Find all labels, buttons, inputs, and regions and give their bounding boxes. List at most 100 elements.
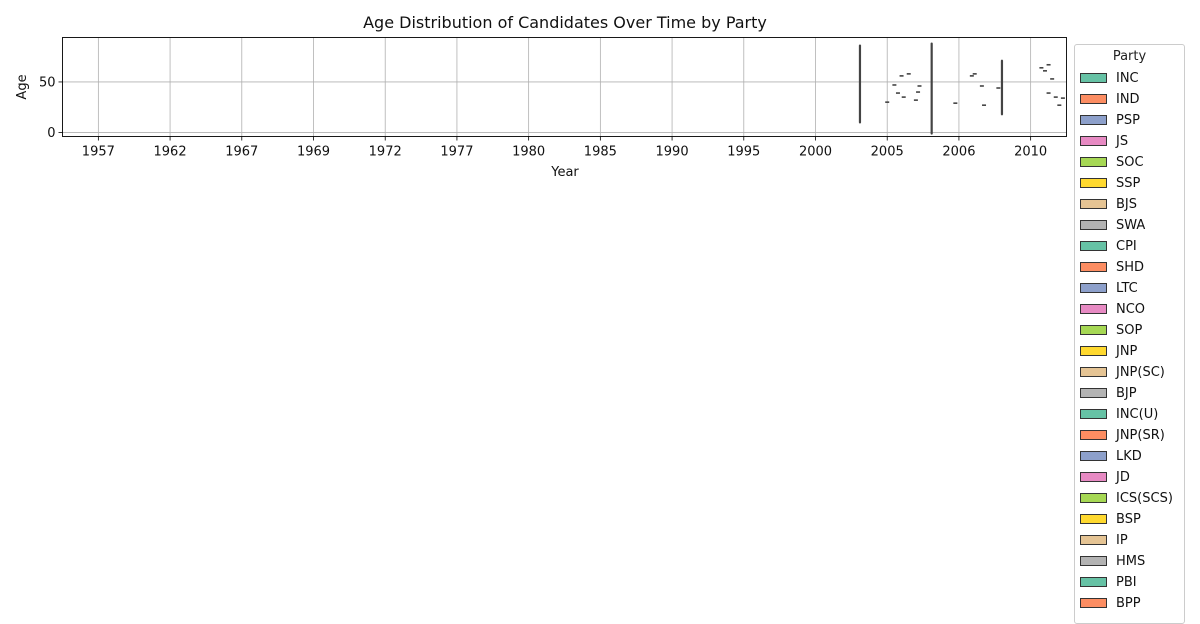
- legend-item: JNP(SC): [1080, 364, 1165, 380]
- x-tick-label: 1969: [297, 145, 330, 160]
- legend-item: IP: [1080, 532, 1128, 548]
- legend-item: BPP: [1080, 595, 1141, 611]
- legend-swatch: [1080, 535, 1107, 545]
- legend-item: LKD: [1080, 448, 1142, 464]
- legend-swatch: [1080, 325, 1107, 335]
- x-tick-label: 1990: [656, 145, 689, 160]
- y-gridlines: [62, 81, 1067, 133]
- legend-item: SWA: [1080, 217, 1145, 233]
- legend-item: IND: [1080, 91, 1140, 107]
- x-tick-label: 1967: [225, 145, 258, 160]
- legend-label: NCO: [1116, 301, 1146, 317]
- legend-label: JNP(SC): [1116, 364, 1165, 380]
- legend-label: JNP(SR): [1116, 427, 1165, 443]
- legend-label: SHD: [1116, 259, 1145, 275]
- legend-swatch: [1080, 199, 1107, 209]
- x-tick-label: 1980: [512, 145, 545, 160]
- legend-item: JNP(SR): [1080, 427, 1165, 443]
- legend-item: HMS: [1080, 553, 1145, 569]
- legend-label: SOP: [1116, 322, 1143, 338]
- y-tick-label: 0: [47, 126, 55, 141]
- legend-item: SSP: [1080, 175, 1140, 191]
- legend-label: PSP: [1116, 112, 1140, 128]
- legend-label: LTC: [1116, 280, 1138, 296]
- legend-item: INC(U): [1080, 406, 1158, 422]
- legend-label: CPI: [1116, 238, 1137, 254]
- legend-swatch: [1080, 577, 1107, 587]
- x-tick-label: 1972: [369, 145, 402, 160]
- legend-item: ICS(SCS): [1080, 490, 1173, 506]
- legend-item: JNP: [1080, 343, 1137, 359]
- legend-swatch: [1080, 346, 1107, 356]
- legend-label: LKD: [1116, 448, 1142, 464]
- legend-swatch: [1080, 283, 1107, 293]
- legend-item: CPI: [1080, 238, 1137, 254]
- legend-swatch: [1080, 409, 1107, 419]
- legend-label: SWA: [1116, 217, 1146, 233]
- legend-swatch: [1080, 430, 1107, 440]
- legend-swatch: [1080, 178, 1107, 188]
- x-tick-label: 2005: [871, 145, 904, 160]
- legend-swatch: [1080, 367, 1107, 377]
- legend-swatch: [1080, 136, 1107, 146]
- legend-swatch: [1080, 514, 1107, 524]
- x-tick-label: 1995: [727, 145, 760, 160]
- legend-label: SOC: [1116, 154, 1144, 170]
- x-tick-label: 1957: [82, 145, 115, 160]
- legend-item: NCO: [1080, 301, 1145, 317]
- legend-label: BJP: [1116, 385, 1137, 401]
- x-tick-label: 1962: [154, 145, 187, 160]
- legend-item: BJS: [1080, 196, 1137, 212]
- legend-label: SSP: [1116, 175, 1141, 191]
- legend-label: JNP: [1116, 343, 1138, 359]
- legend-label: ICS(SCS): [1116, 490, 1173, 506]
- y-axis-ticks: 0 50: [39, 75, 63, 141]
- legend-item: SHD: [1080, 259, 1144, 275]
- x-tick-label: 1977: [440, 145, 473, 160]
- y-axis-label: Age: [15, 74, 30, 99]
- legend-swatch: [1080, 94, 1107, 104]
- legend-swatch: [1080, 115, 1107, 125]
- legend-swatch: [1080, 262, 1107, 272]
- legend-swatch: [1080, 451, 1107, 461]
- legend-label: JS: [1116, 133, 1129, 149]
- legend-swatch: [1080, 241, 1107, 251]
- x-axis-ticks: 1957 1962 1967 1969 1972 1977 1980 1985 1990 1995…: [82, 136, 1047, 160]
- legend-label: PBI: [1116, 574, 1137, 590]
- legend-item: JD: [1080, 469, 1130, 485]
- legend-swatch: [1080, 388, 1107, 398]
- violin-marks: [858, 42, 1065, 135]
- legend-swatch: [1080, 220, 1107, 230]
- legend: Party INC IND PSP JS SOC SSP BJS SWA CPI SHD LTC NC…: [1074, 44, 1185, 624]
- legend-title: Party: [1112, 49, 1147, 64]
- x-tick-label: 2010: [1014, 145, 1047, 160]
- x-tick-label: 1985: [584, 145, 617, 160]
- legend-item: BSP: [1080, 511, 1141, 527]
- legend-swatch: [1080, 73, 1107, 83]
- legend-swatch: [1080, 304, 1107, 314]
- legend-label: BSP: [1116, 511, 1141, 527]
- legend-label: INC(U): [1116, 406, 1159, 422]
- chart-title: Age Distribution of Candidates Over Time…: [363, 13, 767, 32]
- legend-item: PSP: [1080, 112, 1140, 128]
- legend-swatch: [1080, 556, 1107, 566]
- x-tick-label: 2000: [799, 145, 832, 160]
- legend-item: LTC: [1080, 280, 1138, 296]
- legend-item: SOP: [1080, 322, 1142, 338]
- legend-label: BJS: [1116, 196, 1138, 212]
- legend-item: JS: [1080, 133, 1128, 149]
- legend-item: PBI: [1080, 574, 1137, 590]
- x-tick-label: 2006: [942, 145, 975, 160]
- plot-area-frame: [62, 37, 1067, 137]
- legend-item: BJP: [1080, 385, 1137, 401]
- x-gridlines: [97, 37, 1032, 137]
- chart-canvas: Age Distribution of Candidates Over Time…: [15, 13, 1067, 180]
- legend-swatch: [1080, 493, 1107, 503]
- legend-label: JD: [1116, 469, 1130, 485]
- legend-label: BPP: [1116, 595, 1141, 611]
- legend-label: HMS: [1116, 553, 1146, 569]
- legend-label: INC: [1116, 70, 1139, 86]
- legend-item: INC: [1080, 70, 1139, 86]
- x-axis-label: Year: [550, 165, 579, 180]
- legend-label: IND: [1116, 91, 1140, 107]
